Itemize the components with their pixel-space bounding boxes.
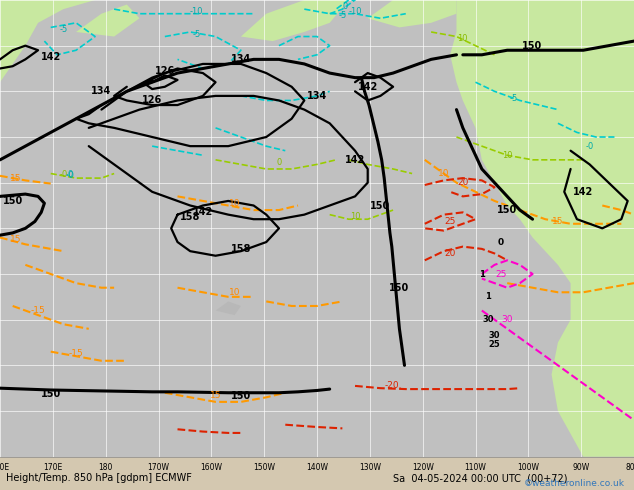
Text: 142: 142 [193, 207, 213, 218]
Text: -5: -5 [59, 25, 68, 34]
Text: 30: 30 [501, 315, 513, 324]
Text: -5: -5 [338, 11, 347, 21]
Polygon shape [0, 0, 95, 82]
Text: 10: 10 [438, 169, 450, 178]
Text: -0: -0 [585, 142, 594, 150]
Text: 110W: 110W [465, 463, 486, 472]
Text: 158: 158 [231, 244, 251, 254]
Text: -20.: -20. [384, 381, 402, 391]
Text: -10: -10 [348, 7, 362, 16]
Text: 126: 126 [142, 96, 162, 105]
Text: 150: 150 [497, 205, 517, 215]
Polygon shape [216, 301, 241, 315]
Text: 10: 10 [458, 34, 468, 43]
Text: 120W: 120W [411, 463, 434, 472]
Text: 15: 15 [210, 391, 221, 399]
Text: 100W: 100W [517, 463, 540, 472]
Text: -0: -0 [65, 171, 74, 179]
Text: 170E: 170E [43, 463, 63, 472]
Text: 142: 142 [573, 187, 593, 197]
Text: 142: 142 [345, 155, 365, 165]
Text: 158: 158 [180, 212, 200, 222]
Text: -0: -0 [59, 171, 68, 179]
Text: 0: 0 [276, 158, 281, 167]
Text: 15: 15 [10, 235, 22, 244]
Text: 150: 150 [231, 391, 251, 401]
Text: -5: -5 [509, 94, 518, 103]
Text: 15: 15 [552, 217, 564, 226]
Text: 0: 0 [498, 238, 504, 246]
Text: 130W: 130W [359, 463, 381, 472]
Text: -5: -5 [192, 30, 201, 39]
Text: 25: 25 [489, 340, 500, 349]
Polygon shape [368, 0, 456, 27]
Text: 142: 142 [358, 82, 378, 92]
Text: 30: 30 [482, 315, 494, 324]
Text: 126: 126 [155, 66, 175, 76]
Text: 150: 150 [522, 41, 543, 50]
Text: Sa  04-05-2024 00:00 UTC  (00+72): Sa 04-05-2024 00:00 UTC (00+72) [393, 473, 567, 483]
Text: 134: 134 [91, 86, 112, 97]
Text: 90W: 90W [573, 463, 590, 472]
Text: 180: 180 [98, 463, 113, 472]
Text: 25: 25 [495, 270, 507, 278]
Text: 30: 30 [489, 331, 500, 340]
Text: 160W: 160W [200, 463, 223, 472]
Text: 20: 20 [457, 178, 469, 187]
Text: 134: 134 [231, 54, 251, 64]
Text: 25: 25 [444, 217, 456, 226]
Text: 1: 1 [479, 270, 485, 278]
Text: 10: 10 [229, 288, 240, 297]
Text: 10: 10 [229, 199, 240, 208]
Text: Height/Temp. 850 hPa [gdpm] ECMWF: Height/Temp. 850 hPa [gdpm] ECMWF [6, 473, 192, 483]
Polygon shape [450, 0, 634, 457]
Text: 20: 20 [444, 249, 456, 258]
Text: 150: 150 [3, 196, 23, 206]
Text: 150W: 150W [253, 463, 275, 472]
Text: -15: -15 [30, 306, 46, 315]
Text: 150: 150 [41, 389, 61, 399]
Text: 140W: 140W [306, 463, 328, 472]
Text: -10: -10 [190, 7, 204, 16]
Text: -0: -0 [65, 172, 74, 180]
Text: 1: 1 [485, 293, 491, 301]
Text: 150: 150 [389, 283, 410, 293]
Text: 15: 15 [10, 173, 22, 183]
Polygon shape [241, 0, 349, 41]
Text: 180E: 180E [0, 463, 10, 472]
Text: 10: 10 [350, 213, 360, 221]
Text: 134: 134 [307, 91, 327, 101]
Text: 0: 0 [343, 2, 348, 11]
Text: 170W: 170W [148, 463, 169, 472]
Text: 142: 142 [41, 52, 61, 62]
Text: -15: -15 [68, 349, 84, 358]
Polygon shape [76, 4, 139, 37]
Text: 80W: 80W [625, 463, 634, 472]
Text: 150: 150 [370, 200, 391, 211]
Text: ©weatheronline.co.uk: ©weatheronline.co.uk [524, 479, 624, 489]
Text: 10: 10 [502, 151, 512, 160]
